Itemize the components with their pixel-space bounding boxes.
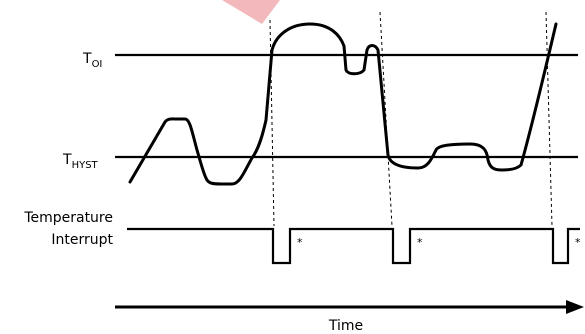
- temperature-waveform: [128, 22, 558, 186]
- dashed-guide-1: [269, 19, 275, 227]
- pulse-asterisk-2: *: [417, 236, 423, 249]
- time-arrow-head: [566, 300, 584, 314]
- thyst-label-sub: HYST: [72, 160, 99, 171]
- watermark-shape: [222, 0, 280, 24]
- interrupt-label-line1: Temperature: [23, 210, 113, 226]
- toi-label: TOI: [82, 51, 102, 70]
- thyst-label: THYST: [62, 152, 99, 171]
- pulse-asterisk-3: *: [575, 236, 581, 249]
- toi-label-main: T: [82, 51, 92, 67]
- time-axis-label: Time: [328, 318, 363, 334]
- toi-label-sub: OI: [92, 59, 103, 70]
- interrupt-label-line2: Interrupt: [51, 232, 113, 248]
- thyst-label-main: T: [62, 152, 72, 168]
- interrupt-signal: [127, 227, 580, 265]
- pulse-asterisk-1: *: [297, 236, 303, 249]
